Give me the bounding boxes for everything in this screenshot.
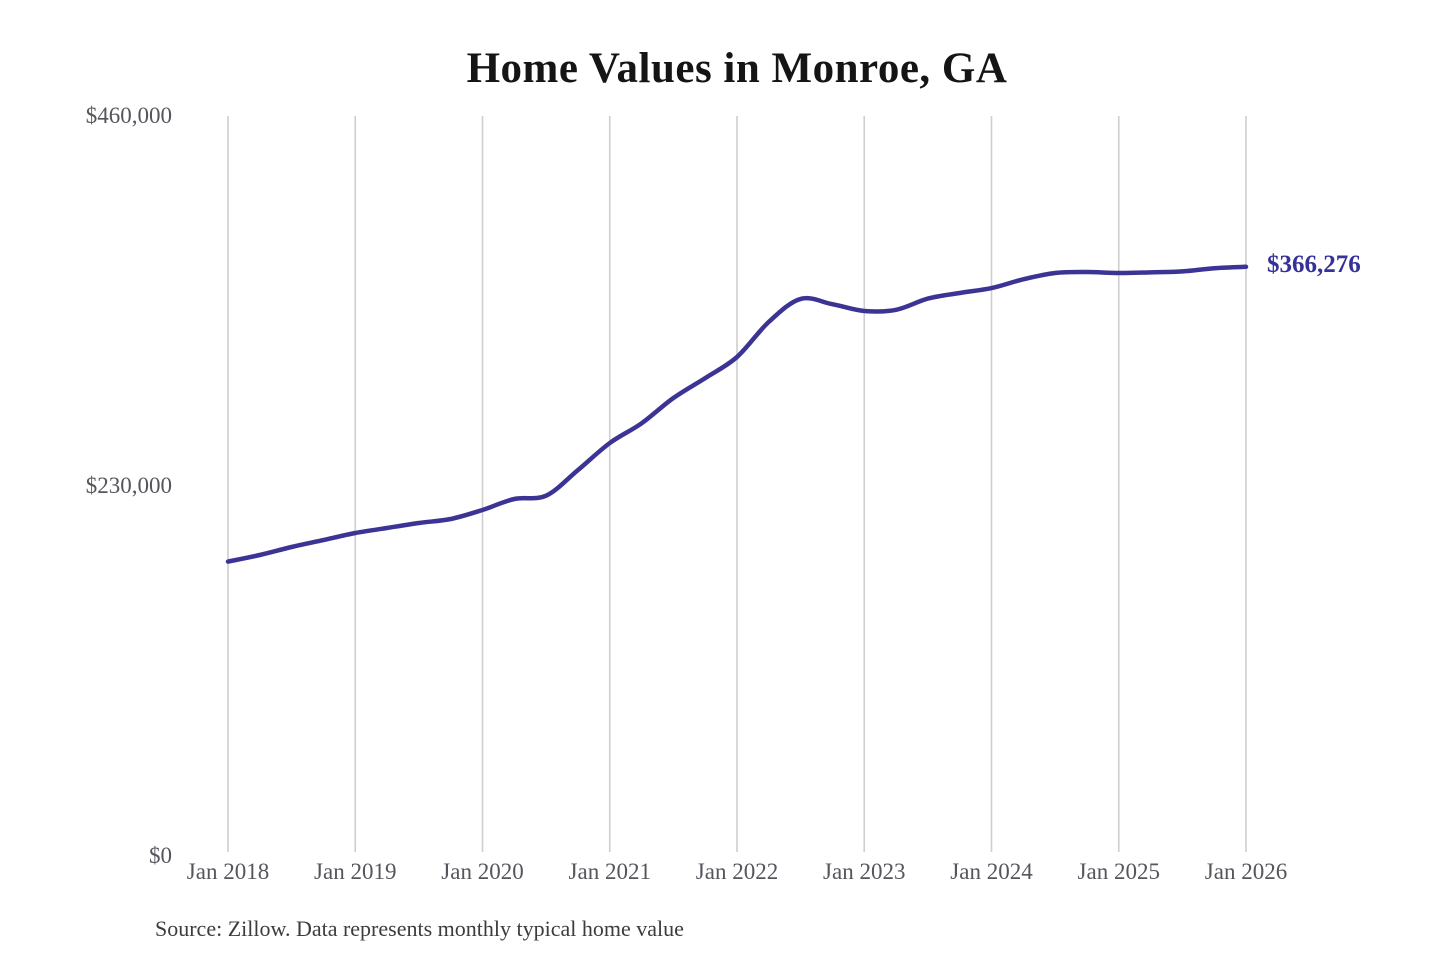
x-axis-tick-label: Jan 2022 (695, 859, 779, 884)
y-axis-tick-label: $460,000 (85, 103, 172, 128)
x-axis-tick-label: Jan 2025 (1077, 859, 1160, 884)
x-axis-tick-label: Jan 2019 (314, 859, 397, 884)
source-note: Source: Zillow. Data represents monthly … (155, 916, 684, 941)
x-axis-tick-label: Jan 2024 (950, 859, 1033, 884)
chart-title: Home Values in Monroe, GA (466, 45, 1008, 92)
x-axis-tick-label: Jan 2020 (441, 859, 524, 884)
y-axis-tick-label: $230,000 (85, 473, 172, 498)
home-value-line (225, 264, 1249, 564)
x-axis-tick-label: Jan 2023 (823, 859, 906, 884)
y-axis-tick-label: $0 (149, 843, 172, 868)
x-axis-tick-label: Jan 2026 (1204, 859, 1288, 884)
x-axis-tick-label: Jan 2018 (186, 859, 270, 884)
x-axis-tick-label: Jan 2021 (568, 859, 651, 884)
latest-value-label: $366,276 (1267, 250, 1361, 278)
